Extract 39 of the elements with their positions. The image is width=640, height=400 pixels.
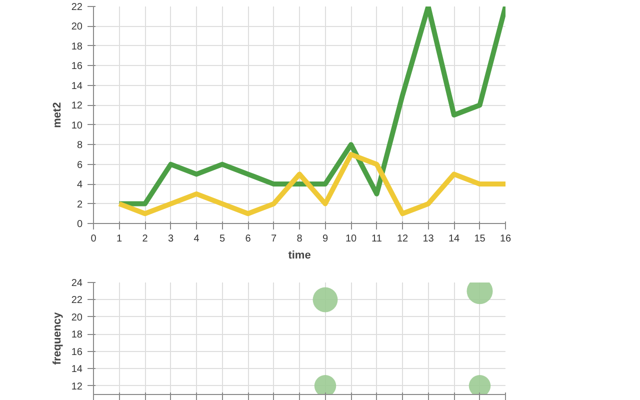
y-tick-label: 14 <box>71 364 83 376</box>
x-tick-label: 12 <box>396 234 408 244</box>
x-tick-label: 5 <box>219 234 226 244</box>
y-tick-label: 24 <box>71 278 83 289</box>
x-tick-label: 10 <box>345 234 357 244</box>
x-tick-label: 4 <box>194 234 200 244</box>
x-tick-label: 11 <box>372 234 382 244</box>
y-tick-label: 16 <box>71 346 83 358</box>
y-axis-title: met2 <box>51 102 64 128</box>
x-tick-label: 3 <box>168 234 174 244</box>
y-tick-label: 12 <box>71 100 83 112</box>
y-tick-label: 8 <box>76 140 83 152</box>
y-tick-label: 14 <box>71 80 83 92</box>
y-tick-label: 18 <box>71 330 83 341</box>
x-tick-label: 13 <box>422 234 434 244</box>
x-tick-label: 6 <box>245 234 252 244</box>
y-tick-label: 20 <box>71 22 83 33</box>
y-tick-label: 22 <box>71 295 83 306</box>
x-tick-label: 2 <box>142 234 148 244</box>
x-tick-label: 8 <box>296 234 303 244</box>
x-tick-label: 9 <box>322 234 328 244</box>
y-tick-label: 6 <box>76 160 83 171</box>
y-tick-label: 16 <box>71 61 83 72</box>
y-tick-label: 12 <box>71 381 83 392</box>
x-tick-label: 15 <box>474 234 486 244</box>
y-tick-label: 22 <box>71 2 83 13</box>
y-tick-label: 4 <box>76 180 83 191</box>
x-tick-label: 14 <box>448 234 460 244</box>
y-tick-label: 10 <box>71 120 83 132</box>
y-tick-label: 20 <box>71 312 83 324</box>
x-tick-label: 1 <box>116 234 122 244</box>
x-axis-title: time <box>288 250 311 262</box>
y-tick-label: 0 <box>76 219 83 230</box>
x-tick-label: 0 <box>90 234 97 244</box>
y-tick-label: 18 <box>71 41 83 52</box>
x-tick-label: 7 <box>270 234 277 244</box>
y-tick-label: 2 <box>76 199 83 210</box>
y-axis-title: frequency <box>51 311 64 365</box>
x-tick-label: 16 <box>500 234 512 244</box>
